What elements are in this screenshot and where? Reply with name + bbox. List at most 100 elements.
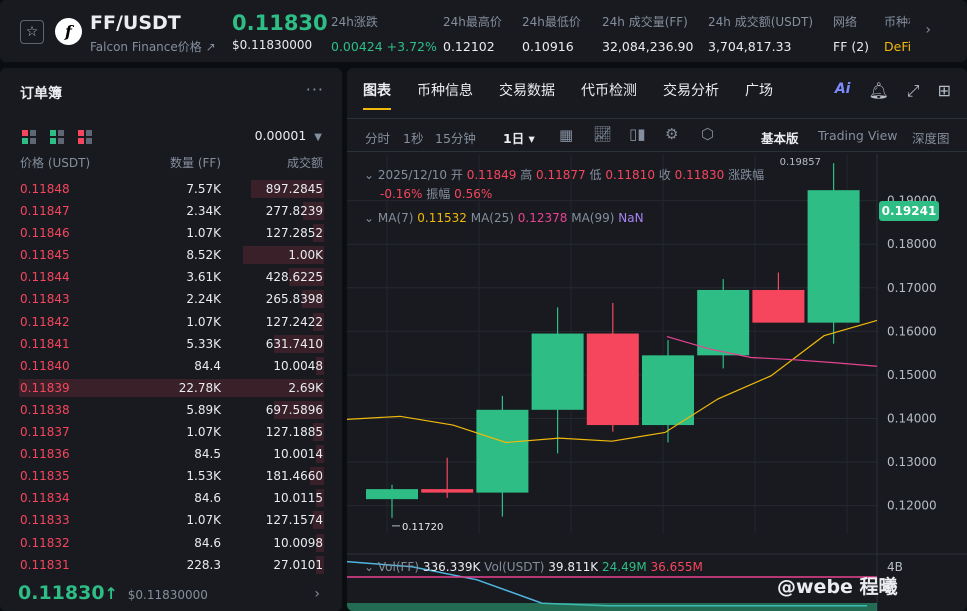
- view-tradingview[interactable]: Trading View: [818, 128, 898, 143]
- tab-trading-data[interactable]: 交易数据: [499, 83, 555, 99]
- orderbook-ask-row[interactable]: 0.11837 1.07K 127.1885: [0, 421, 342, 443]
- tab-chart[interactable]: 图表: [363, 80, 391, 110]
- depth-bar: [251, 180, 324, 198]
- tab-coin-info[interactable]: 币种信息: [417, 83, 473, 99]
- ai-icon[interactable]: Ai: [834, 81, 851, 97]
- stat-tags[interactable]: 币种标签 DeFi: [884, 13, 910, 54]
- tick-size-select[interactable]: 0.00001 ▼: [255, 128, 322, 143]
- candle-body: [642, 355, 694, 426]
- volume-legend: ⌄ Vol(FF) 336.339K Vol(USDT) 39.811K 24.…: [364, 560, 703, 574]
- ask-qty: 5.89K: [186, 402, 221, 417]
- depth-bar: [312, 423, 324, 442]
- bell-icon[interactable]: 🔔︎: [868, 81, 889, 100]
- orderbook-ask-row[interactable]: 0.11832 84.6 10.0098: [0, 532, 342, 554]
- chevron-right-icon[interactable]: ›: [925, 22, 931, 38]
- interval-1s[interactable]: 1秒: [403, 131, 424, 146]
- orderbook-ask-row[interactable]: 0.11842 1.07K 127.2422: [0, 311, 342, 333]
- depth-bar: [310, 467, 324, 486]
- vol-ff-label: Vol(FF): [377, 560, 420, 574]
- depth-bar: [312, 312, 324, 331]
- orderbook-panel: 订单簿 ··· 0.00001 ▼ 价格 (USDT) 数量 (FF) 成交额 …: [0, 68, 342, 611]
- orderbook-ask-row[interactable]: 0.11839 22.78K 2.69K: [0, 377, 342, 399]
- stat-label: 24h涨跌: [331, 15, 378, 29]
- view-basic[interactable]: 基本版: [761, 131, 799, 146]
- tab-trade-analysis[interactable]: 交易分析: [663, 83, 719, 99]
- low-marker-label: 0.11720: [402, 522, 443, 533]
- orderbook-ask-row[interactable]: 0.11848 7.57K 897.2845: [0, 178, 342, 200]
- candlestick-chart[interactable]: 0.190000.180000.170000.160000.150000.140…: [347, 154, 967, 611]
- orderbook-ask-row[interactable]: 0.11834 84.6 10.0115: [0, 487, 342, 509]
- settings-hex-icon[interactable]: ⬡: [701, 125, 715, 143]
- ohlc-open-label: 开: [450, 168, 463, 182]
- depth-bar: [312, 511, 324, 530]
- orderbook-bids-view-icon[interactable]: [50, 130, 64, 144]
- ask-total: 631.7410: [265, 336, 323, 351]
- stat-network[interactable]: 网络 FF (2): [833, 13, 869, 54]
- depth-bar: [303, 202, 324, 221]
- ask-qty: 1.07K: [186, 513, 221, 528]
- orderbook-ask-row[interactable]: 0.11845 8.52K 1.00K: [0, 244, 342, 266]
- y-tick-label: 0.12000: [887, 499, 937, 513]
- orderbook-ask-row[interactable]: 0.11838 5.89K 697.5896: [0, 399, 342, 421]
- ma-collapse-caret-icon[interactable]: ⌄: [364, 211, 375, 225]
- expand-icon[interactable]: ⤢: [906, 81, 920, 100]
- candle-body: [752, 289, 805, 323]
- orderbook-ask-row[interactable]: 0.11833 1.07K 127.1574: [0, 509, 342, 531]
- orderbook-ask-row[interactable]: 0.11841 5.33K 631.7410: [0, 333, 342, 355]
- tab-square[interactable]: 广场: [745, 83, 773, 99]
- favorite-star-icon[interactable]: ☆: [20, 20, 44, 44]
- ask-total: 127.1885: [265, 425, 323, 440]
- high-marker-label: 0.19857: [780, 157, 821, 168]
- orderbook-ask-row[interactable]: 0.11844 3.61K 428.6225: [0, 266, 342, 288]
- ohlc-date: 2025/12/10: [377, 168, 448, 182]
- ma25-value: 0.12378: [517, 211, 568, 225]
- ask-total: 2.69K: [288, 380, 323, 395]
- orderbook-both-view-icon[interactable]: [22, 130, 36, 144]
- ask-total: 697.5896: [265, 402, 323, 417]
- more-options-icon[interactable]: ···: [305, 80, 324, 99]
- footer-price-usd: $0.11830000: [127, 588, 208, 602]
- orderbook-ask-row[interactable]: 0.11846 1.07K 127.2852: [0, 222, 342, 244]
- pair-symbol[interactable]: FF/USDT: [90, 12, 181, 34]
- layout-grid-icon[interactable]: ⊞: [937, 81, 951, 100]
- chevron-right-icon[interactable]: ›: [314, 586, 320, 602]
- ask-qty: 1.53K: [186, 469, 221, 484]
- candle-body: [366, 489, 418, 500]
- ask-price: 0.11838: [20, 402, 70, 417]
- orderbook-ask-row[interactable]: 0.11835 1.53K 181.4660: [0, 465, 342, 487]
- vol-ma1-value: 24.49M: [601, 560, 647, 574]
- interval-timeline[interactable]: 分时: [365, 131, 391, 146]
- vol-collapse-caret-icon[interactable]: ⌄: [364, 560, 375, 574]
- ask-total: 428.6225: [265, 270, 323, 285]
- orderbook-asks-view-icon[interactable]: [78, 130, 92, 144]
- ask-price: 0.11839: [20, 380, 70, 395]
- ask-price: 0.11844: [20, 270, 70, 285]
- ask-price: 0.11841: [20, 336, 70, 351]
- ask-qty: 2.34K: [186, 204, 221, 219]
- orderbook-ask-row[interactable]: 0.11836 84.5 10.0014: [0, 443, 342, 465]
- candle-body: [697, 289, 750, 356]
- pair-name-link[interactable]: Falcon Finance价格 ↗: [90, 38, 216, 55]
- orderbook-ask-row[interactable]: 0.11843 2.24K 265.8398: [0, 288, 342, 310]
- ask-total: 1.00K: [288, 248, 323, 263]
- candle-type-icon[interactable]: ▯▮: [629, 125, 646, 143]
- calendar-icon[interactable]: ▦: [559, 126, 574, 144]
- view-depth[interactable]: 深度图: [912, 131, 950, 146]
- indicator-chart-icon[interactable]: 📈︎: [593, 125, 613, 143]
- orderbook-ask-row[interactable]: 0.11840 84.4 10.0048: [0, 355, 342, 377]
- interval-15m[interactable]: 15分钟: [435, 131, 476, 146]
- volume-bars: [347, 603, 877, 611]
- drawing-tools-icon[interactable]: ⚙︎: [665, 125, 679, 143]
- y-tick-label: 0.13000: [887, 455, 937, 469]
- candle-body: [476, 409, 529, 493]
- y-tick-label: 0.15000: [887, 368, 937, 382]
- orderbook-ask-row[interactable]: 0.11847 2.34K 277.8239: [0, 200, 342, 222]
- interval-1d-select[interactable]: 1日 ▾: [503, 131, 535, 146]
- tick-size-value: 0.00001: [254, 128, 307, 143]
- current-price-tag: 0.19241: [879, 201, 939, 221]
- tab-token-check[interactable]: 代币检测: [581, 83, 637, 99]
- vol-usdt-label: Vol(USDT): [484, 560, 545, 574]
- collapse-caret-icon[interactable]: ⌄: [364, 168, 375, 182]
- stat-24h-volume: 24h 成交量(FF) 32,084,236.90: [602, 13, 693, 54]
- orderbook-ask-row[interactable]: 0.11831 228.3 27.0101: [0, 554, 342, 576]
